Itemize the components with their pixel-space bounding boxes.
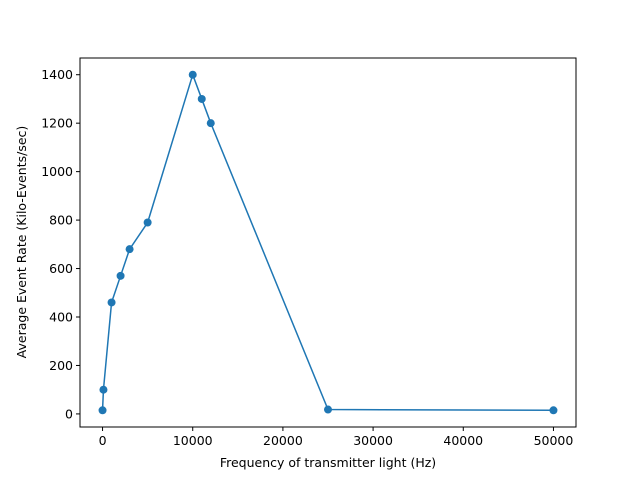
- y-axis-label: Average Event Rate (Kilo-Events/sec): [14, 126, 29, 359]
- y-tick-label: 0: [65, 406, 73, 421]
- point: [99, 385, 108, 394]
- point: [143, 218, 152, 227]
- y-tick-label: 600: [49, 261, 73, 276]
- y-tick-label: 800: [49, 213, 73, 228]
- x-tick-label: 50000: [534, 433, 574, 448]
- y-tick-label: 1000: [41, 164, 73, 179]
- point: [197, 94, 206, 103]
- y-tick-label: 1400: [41, 67, 73, 82]
- y-tick-label: 1200: [41, 116, 73, 131]
- plot-frame: [79, 57, 577, 428]
- point: [125, 245, 134, 254]
- x-tick-label: 10000: [173, 433, 213, 448]
- x-tick-label: 30000: [353, 433, 393, 448]
- point: [107, 298, 116, 307]
- point: [116, 271, 125, 280]
- y-tick-label: 200: [49, 358, 73, 373]
- y-tick-label: 400: [49, 310, 73, 325]
- x-axis-label: Frequency of transmitter light (Hz): [220, 455, 436, 470]
- point: [98, 406, 107, 415]
- point: [549, 406, 558, 415]
- x-tick-label: 0: [99, 433, 107, 448]
- point: [206, 119, 215, 128]
- point: [324, 405, 332, 414]
- point: [188, 70, 197, 79]
- x-tick-label: 40000: [443, 433, 483, 448]
- x-tick-label: 20000: [263, 433, 303, 448]
